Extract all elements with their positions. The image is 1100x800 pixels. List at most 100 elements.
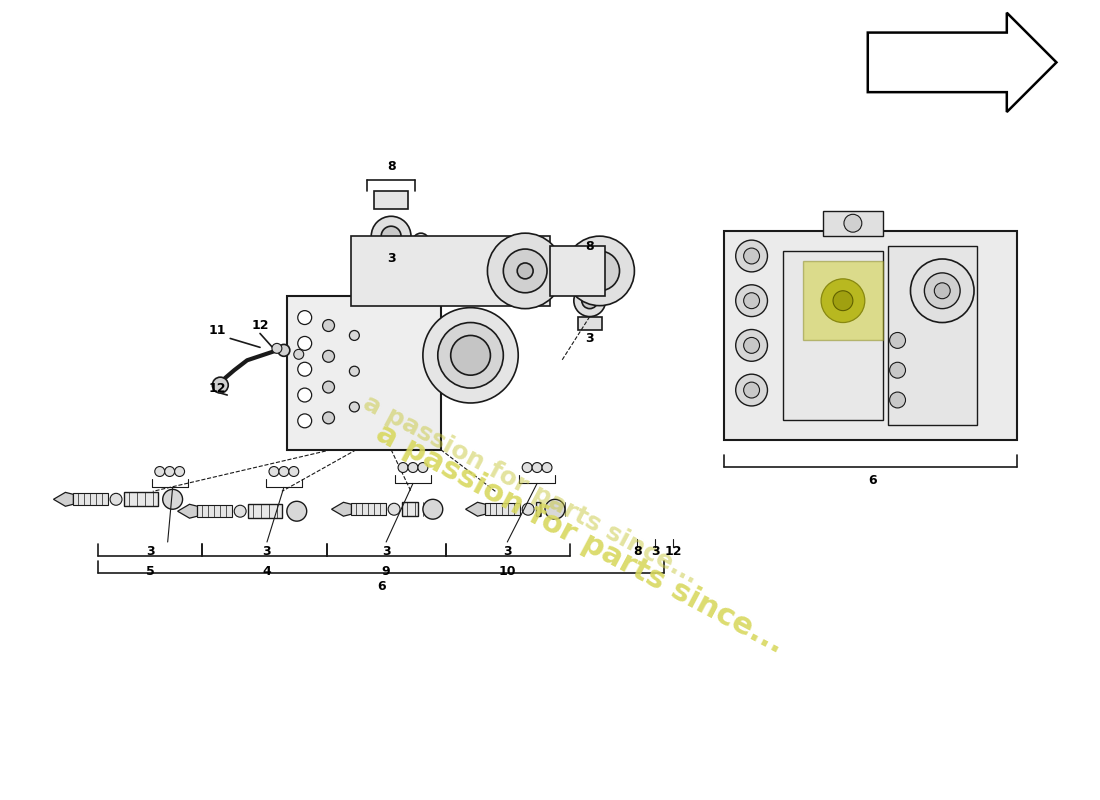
Circle shape — [287, 502, 307, 521]
Circle shape — [294, 350, 304, 359]
FancyBboxPatch shape — [351, 236, 550, 306]
Circle shape — [580, 251, 619, 290]
Circle shape — [736, 330, 768, 362]
Circle shape — [298, 388, 311, 402]
Circle shape — [388, 503, 400, 515]
Circle shape — [418, 462, 428, 473]
Circle shape — [821, 279, 865, 322]
Text: 3: 3 — [585, 332, 594, 345]
Text: 6: 6 — [868, 474, 877, 487]
Bar — [124, 492, 157, 506]
Circle shape — [289, 466, 299, 477]
Text: 10: 10 — [498, 566, 516, 578]
Circle shape — [890, 333, 905, 348]
Polygon shape — [177, 504, 198, 518]
Polygon shape — [54, 492, 74, 506]
Circle shape — [522, 503, 535, 515]
Text: 11: 11 — [209, 324, 227, 337]
Circle shape — [744, 338, 759, 354]
Circle shape — [833, 290, 853, 310]
Bar — [550, 246, 605, 296]
FancyBboxPatch shape — [724, 231, 1016, 440]
Circle shape — [744, 382, 759, 398]
Text: 3: 3 — [387, 253, 395, 266]
Circle shape — [212, 377, 229, 393]
Circle shape — [924, 273, 960, 309]
FancyBboxPatch shape — [287, 296, 441, 450]
Circle shape — [322, 412, 334, 424]
Circle shape — [298, 414, 311, 428]
Circle shape — [350, 330, 360, 341]
Bar — [536, 502, 540, 516]
Circle shape — [438, 322, 504, 388]
Circle shape — [582, 293, 597, 309]
Polygon shape — [331, 502, 351, 516]
Bar — [578, 317, 602, 330]
Circle shape — [322, 350, 334, 362]
Bar — [888, 246, 977, 425]
Circle shape — [298, 337, 311, 350]
Bar — [823, 211, 882, 236]
Circle shape — [934, 283, 950, 298]
Circle shape — [408, 462, 418, 473]
Circle shape — [422, 308, 518, 403]
Circle shape — [272, 343, 282, 354]
Circle shape — [736, 240, 768, 272]
Circle shape — [298, 310, 311, 325]
Circle shape — [522, 462, 532, 473]
Circle shape — [350, 366, 360, 376]
Bar — [402, 502, 418, 516]
Bar — [783, 251, 882, 420]
Text: 3: 3 — [651, 546, 660, 558]
Text: 8: 8 — [387, 160, 395, 173]
Circle shape — [744, 248, 759, 264]
Circle shape — [322, 319, 334, 331]
Circle shape — [270, 466, 279, 477]
Circle shape — [279, 466, 289, 477]
Circle shape — [565, 236, 635, 306]
Circle shape — [155, 466, 165, 477]
Circle shape — [412, 233, 429, 249]
Circle shape — [398, 462, 408, 473]
Circle shape — [298, 362, 311, 376]
Circle shape — [504, 249, 547, 293]
Circle shape — [487, 233, 563, 309]
Text: 12: 12 — [209, 382, 227, 394]
Bar — [74, 494, 108, 506]
Text: a passion for parts since...: a passion for parts since... — [371, 418, 789, 659]
Bar — [374, 191, 408, 210]
Text: 3: 3 — [503, 546, 512, 558]
Circle shape — [911, 259, 974, 322]
Text: 12: 12 — [251, 319, 268, 332]
Text: 3: 3 — [382, 546, 390, 558]
Circle shape — [422, 499, 442, 519]
Circle shape — [165, 466, 175, 477]
Circle shape — [532, 462, 542, 473]
Bar — [351, 503, 386, 515]
Circle shape — [451, 335, 491, 375]
Text: 5: 5 — [146, 566, 155, 578]
Circle shape — [517, 263, 534, 279]
Circle shape — [736, 285, 768, 317]
FancyBboxPatch shape — [803, 261, 882, 341]
Circle shape — [890, 362, 905, 378]
Bar — [198, 506, 232, 517]
Circle shape — [574, 285, 606, 317]
Polygon shape — [465, 502, 485, 516]
Circle shape — [372, 216, 411, 256]
Circle shape — [110, 494, 122, 506]
Text: 6: 6 — [377, 580, 385, 593]
Text: 9: 9 — [382, 566, 390, 578]
Text: 8: 8 — [634, 546, 641, 558]
Text: 4: 4 — [263, 566, 272, 578]
Text: 3: 3 — [146, 546, 155, 558]
Circle shape — [844, 214, 861, 232]
Text: a passion for parts since...: a passion for parts since... — [359, 390, 702, 588]
Circle shape — [234, 506, 246, 517]
Circle shape — [278, 344, 289, 356]
Circle shape — [542, 462, 552, 473]
Circle shape — [175, 466, 185, 477]
Text: 8: 8 — [585, 239, 594, 253]
Circle shape — [382, 226, 402, 246]
Text: 3: 3 — [263, 546, 272, 558]
